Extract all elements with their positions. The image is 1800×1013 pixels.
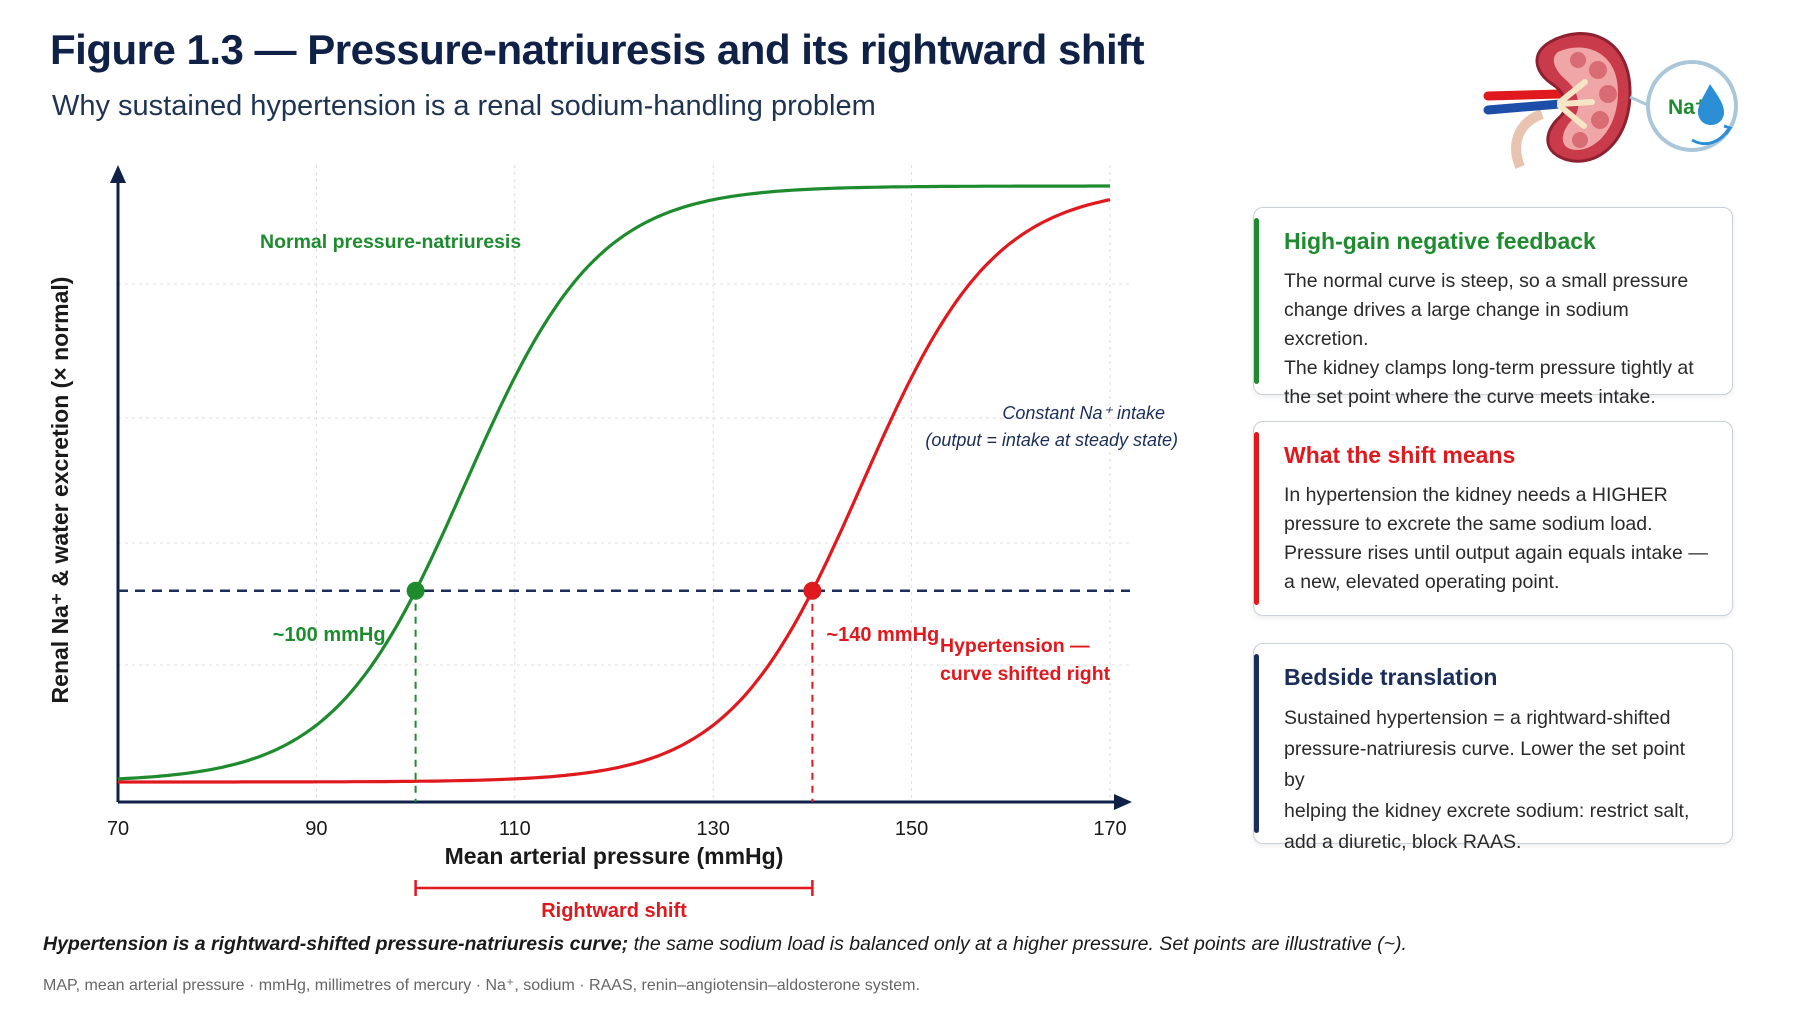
- card-accent-bar: [1254, 432, 1259, 605]
- hypertension-label-line1: Hypertension —: [940, 635, 1090, 657]
- caption-rest: the same sodium load is balanced only at…: [628, 933, 1407, 955]
- card-title: High-gain negative feedback: [1284, 228, 1596, 254]
- card-line: In hypertension the kidney needs a HIGHE…: [1284, 484, 1668, 506]
- card-line: helping the kidney excrete sodium: restr…: [1284, 800, 1690, 822]
- card-line: a new, elevated operating point.: [1284, 571, 1560, 593]
- page-title: Figure 1.3 — Pressure-natriuresis and it…: [50, 26, 1145, 73]
- set-point-marker: [803, 581, 822, 600]
- x-axis-title: Mean arterial pressure (mmHg): [445, 843, 784, 869]
- set-point-label: ~100 mmHg: [273, 624, 386, 646]
- card-line: change drives a large change in sodium e…: [1284, 299, 1629, 350]
- y-axis-title: Renal Na⁺ & water excretion (× normal): [47, 277, 73, 704]
- card-body: Sustained hypertension = a rightward-shi…: [1284, 703, 1708, 858]
- kidney-icon: Na⁺: [1483, 32, 1738, 169]
- card-high-gain-feedback: High-gain negative feedback The normal c…: [1253, 207, 1733, 408]
- shift-label: Rightward shift: [541, 900, 687, 922]
- x-tick-label: 70: [107, 818, 129, 840]
- x-tick-label: 170: [1093, 818, 1126, 840]
- card-bedside-translation: Bedside translation Sustained hypertensi…: [1253, 643, 1733, 853]
- page-subtitle: Why sustained hypertension is a renal so…: [52, 90, 876, 122]
- set-point-label: ~140 mmHg: [826, 624, 939, 646]
- normal-curve-label: Normal pressure-natriuresis: [260, 231, 521, 253]
- card-line: Sustained hypertension = a rightward-shi…: [1284, 707, 1671, 729]
- x-tick-label: 130: [697, 818, 730, 840]
- card-accent-bar: [1254, 218, 1259, 384]
- card-line: the set point where the curve meets inta…: [1284, 386, 1656, 408]
- y-axis-arrow: [110, 165, 126, 183]
- card-what-shift-means: What the shift means In hypertension the…: [1253, 421, 1733, 616]
- card-body: In hypertension the kidney needs a HIGHE…: [1284, 481, 1708, 597]
- sodium-badge-label: Na⁺: [1668, 96, 1706, 119]
- x-tick-label: 150: [895, 818, 928, 840]
- intake-label-line1: Constant Na⁺ intake: [1002, 403, 1165, 423]
- hypertension-curve: [118, 198, 1111, 784]
- hypertension-label-line2: curve shifted right: [940, 663, 1111, 685]
- card-title: Bedside translation: [1284, 664, 1498, 690]
- card-line: The kidney clamps long-term pressure tig…: [1284, 357, 1694, 379]
- intake-label-line2: (output = intake at steady state): [925, 430, 1178, 450]
- caption-bold: Hypertension is a rightward-shifted pres…: [43, 933, 629, 955]
- card-accent-bar: [1254, 654, 1259, 833]
- set-point-marker: [406, 581, 425, 600]
- x-axis-arrow: [1114, 794, 1132, 810]
- card-line: pressure to excrete the same sodium load…: [1284, 513, 1653, 535]
- normal-curve: [117, 184, 1110, 781]
- card-title: What the shift means: [1284, 442, 1516, 468]
- card-line: pressure-natriuresis curve. Lower the se…: [1284, 738, 1686, 791]
- card-body: The normal curve is steep, so a small pr…: [1284, 267, 1708, 412]
- card-line: The normal curve is steep, so a small pr…: [1284, 270, 1689, 292]
- figure-caption: Hypertension is a rightward-shifted pres…: [43, 933, 1407, 956]
- x-tick-label: 110: [499, 818, 531, 840]
- card-line: Pressure rises until output again equals…: [1284, 542, 1708, 564]
- water-drop-icon: [1698, 84, 1724, 125]
- x-tick-label: 90: [305, 818, 327, 840]
- card-line: add a diuretic, block RAAS.: [1284, 831, 1522, 853]
- abbreviations-note: MAP, mean arterial pressure · mmHg, mill…: [43, 977, 920, 994]
